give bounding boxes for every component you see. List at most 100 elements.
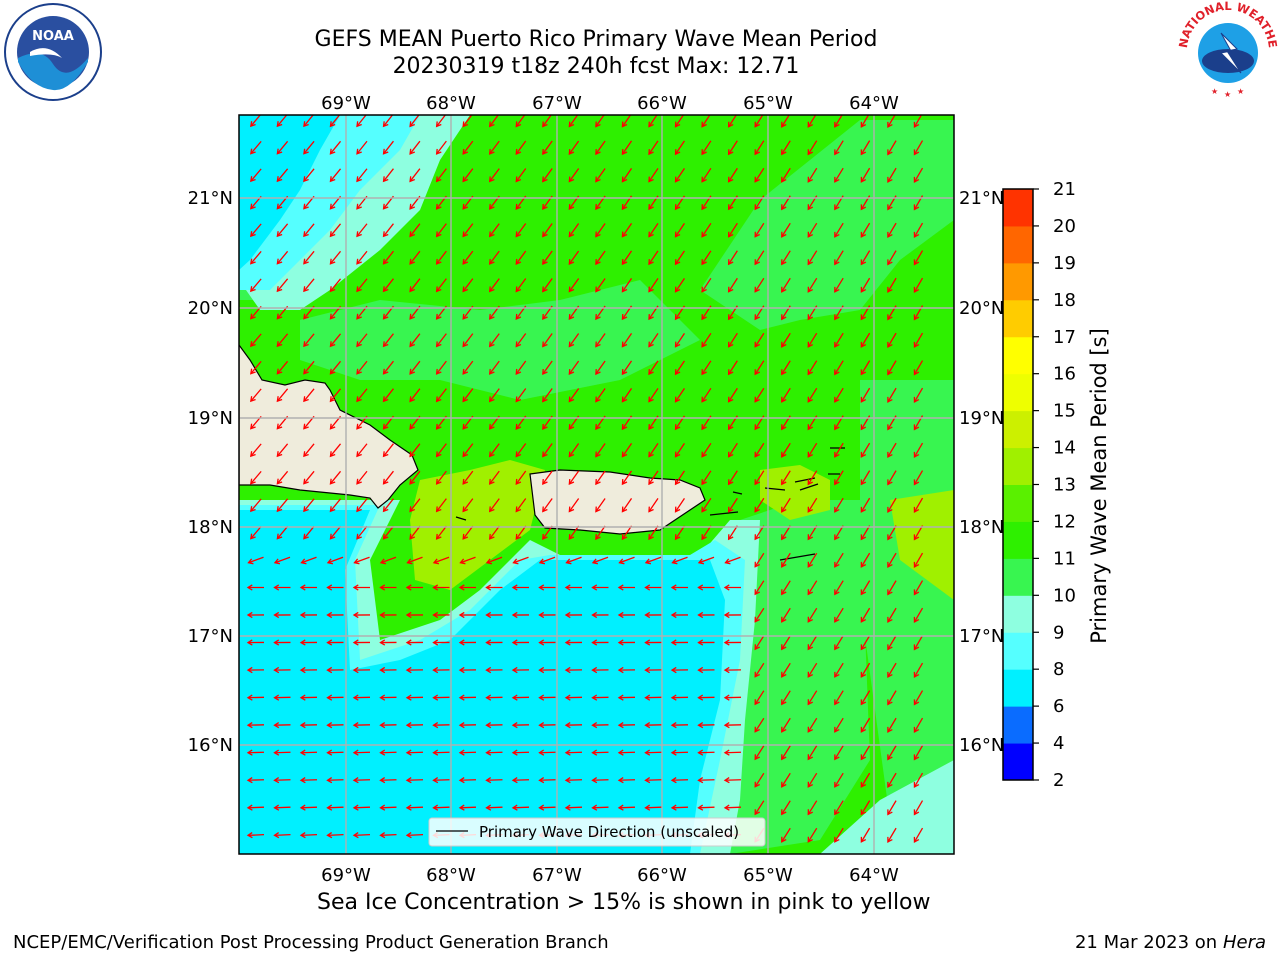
wave-arrow [860, 140, 871, 156]
wave-arrow [379, 749, 397, 756]
wave-arrow [276, 498, 289, 513]
wave-arrow [781, 497, 791, 513]
wave-arrow [435, 115, 447, 128]
wave-arrow [674, 497, 685, 513]
wave-arrow [670, 694, 689, 701]
wave-arrow [326, 694, 344, 701]
wave-arrow [352, 639, 371, 646]
wave-arrow [697, 749, 715, 756]
wave-arrow [405, 777, 424, 784]
wave-arrow [644, 584, 662, 591]
wave-arrow [913, 332, 924, 349]
wave-arrow [462, 250, 474, 265]
wave-arrow [353, 556, 370, 565]
wave-arrow [860, 360, 871, 376]
wave-arrow [834, 360, 844, 376]
wave-arrow [724, 556, 741, 565]
wave-arrow [648, 168, 659, 183]
wave-arrow [485, 694, 503, 701]
wave-arrow [409, 140, 421, 155]
wave-arrow [754, 690, 765, 706]
lat-label-left: 19°N [188, 408, 233, 429]
wave-arrow [697, 584, 715, 591]
wave-arrow [860, 250, 871, 266]
wave-arrow [697, 666, 715, 674]
lon-label-bottom: 67°W [532, 865, 582, 886]
wave-arrow [648, 140, 659, 156]
wave-arrow [807, 442, 818, 458]
wave-arrow [781, 250, 791, 266]
wave-arrow [781, 277, 791, 293]
wave-arrow [591, 694, 609, 701]
wave-arrow [913, 470, 924, 486]
colorbar-tick-label: 2 [1053, 770, 1064, 791]
wave-arrow [405, 804, 424, 811]
colorbar-segment [1003, 743, 1033, 781]
wave-arrow [542, 250, 553, 266]
wave-arrow [409, 168, 421, 183]
wave-arrow [246, 832, 265, 839]
wave-arrow [488, 278, 500, 293]
wave-arrow [329, 115, 341, 128]
colorbar-tick-label: 13 [1053, 475, 1076, 496]
wave-arrow [754, 745, 765, 761]
wave-arrow [303, 360, 315, 375]
axis-labels: 69°W 69°W 68°W 68°W 67°W 67°W 66°W 66°W 65°W 65°W… [188, 93, 1005, 886]
wave-arrow [860, 387, 871, 403]
wave-arrow [515, 140, 527, 155]
wave-arrow [860, 745, 871, 761]
wave-arrow [379, 832, 397, 839]
lon-label-top: 64°W [849, 93, 899, 114]
wave-arrow [670, 721, 689, 729]
wave-arrow [458, 804, 477, 811]
wave-arrow [617, 666, 636, 674]
lat-label-left: 16°N [188, 735, 233, 756]
title-line-1: GEFS MEAN Puerto Rico Primary Wave Mean … [314, 27, 878, 52]
colorbar-tick-label: 9 [1053, 622, 1064, 643]
wave-arrow [435, 470, 447, 485]
wave-arrow [329, 250, 342, 265]
colorbar-tick-label: 18 [1053, 290, 1076, 311]
wave-arrow [617, 694, 636, 701]
wave-arrow [887, 717, 897, 733]
wave-arrow [887, 827, 897, 843]
wave-arrow [595, 168, 606, 183]
wave-arrow [276, 360, 289, 375]
wave-arrow [382, 250, 394, 265]
wave-arrow [913, 607, 924, 624]
wave-arrow [781, 635, 791, 651]
wave-arrow [515, 388, 527, 403]
lon-label-top: 69°W [321, 93, 371, 114]
wave-arrow [860, 607, 871, 623]
colorbar-tick-label: 14 [1053, 438, 1076, 459]
wave-arrow [568, 140, 580, 156]
wave-arrow [754, 772, 765, 788]
wave-arrow [887, 580, 897, 596]
wave-arrow [538, 694, 556, 701]
sea-ice-note: Sea Ice Concentration > 15% is shown in … [317, 890, 931, 915]
wave-arrow [326, 611, 344, 619]
wave-arrow [913, 580, 924, 596]
wave-arrow [273, 777, 291, 784]
wave-arrow [564, 804, 583, 811]
wave-arrow [435, 360, 447, 375]
wave-arrow [621, 388, 633, 403]
wave-arrow [299, 721, 318, 729]
wave-arrow [409, 388, 421, 403]
wave-arrow [382, 115, 394, 128]
colorbar-tick-label: 16 [1053, 364, 1076, 385]
wave-arrow [250, 443, 262, 458]
wave-arrow [781, 222, 791, 238]
wave-arrow [807, 222, 818, 238]
wave-arrow [299, 777, 318, 784]
wave-arrow [595, 388, 606, 403]
wave-arrow [303, 388, 315, 403]
colorbar-label: Primary Wave Mean Period [s] [1087, 328, 1111, 644]
wave-arrow [621, 443, 633, 458]
wave-arrow [542, 498, 553, 513]
wave-arrow [276, 115, 288, 128]
wave-arrow [432, 611, 450, 619]
wave-arrow [621, 168, 633, 183]
wave-arrow [299, 639, 318, 646]
colorbar-tick-label: 19 [1053, 253, 1076, 274]
